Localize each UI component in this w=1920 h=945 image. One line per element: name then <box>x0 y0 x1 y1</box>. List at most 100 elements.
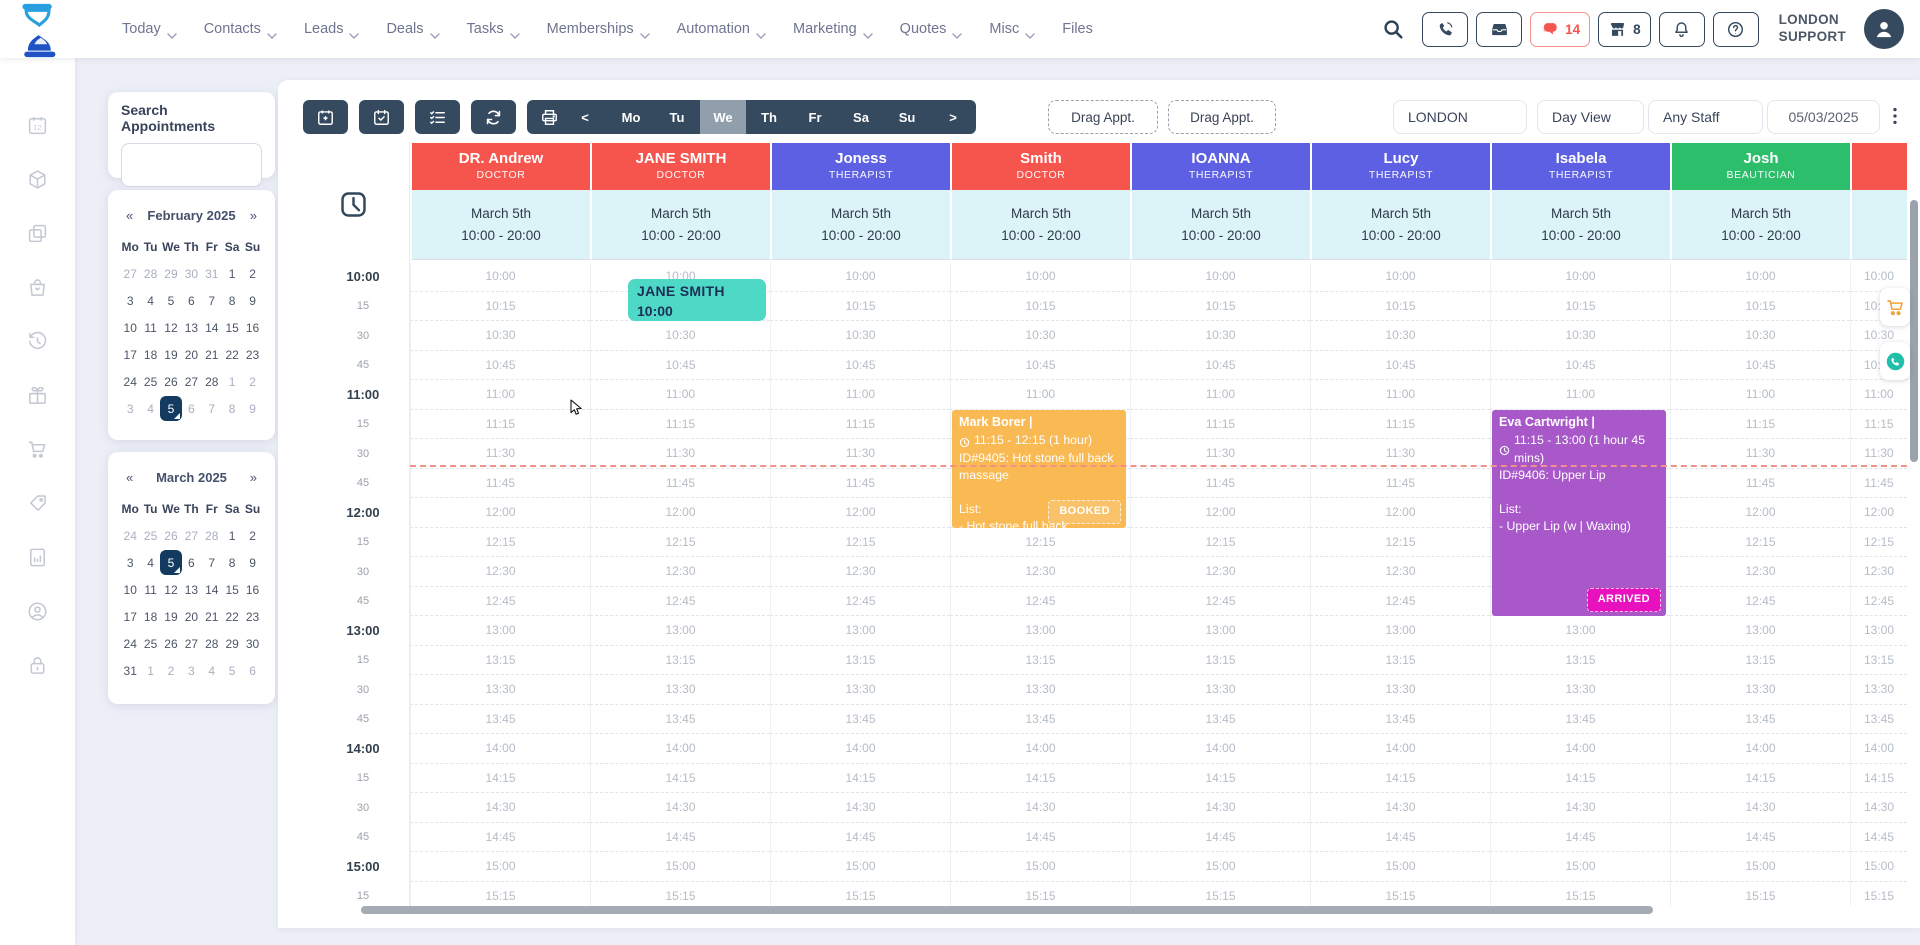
nav-item-marketing[interactable]: Marketing <box>793 21 873 39</box>
calendar-day[interactable]: 10 <box>120 576 140 603</box>
time-slot-cell[interactable]: 14:15 <box>1850 763 1907 793</box>
time-slot-cell[interactable]: 14:30 <box>1490 793 1670 823</box>
date-input[interactable] <box>1767 100 1880 134</box>
time-slot-cell[interactable]: 15:15 <box>590 881 770 906</box>
time-slot-cell[interactable]: 14:45 <box>1670 822 1850 852</box>
floating-phone-button[interactable] <box>1880 342 1910 380</box>
time-slot-cell[interactable]: 11:30 <box>1670 439 1850 469</box>
time-slot-cell[interactable]: 10:15 <box>1490 291 1670 321</box>
calendar-day[interactable]: 30 <box>181 260 201 287</box>
day-tab-we[interactable]: We <box>700 100 746 134</box>
calendar-day[interactable]: 30 <box>242 630 262 657</box>
copies-nav-button[interactable] <box>26 222 49 245</box>
calendar-day[interactable]: 1 <box>222 368 242 395</box>
time-slot-cell[interactable]: 12:45 <box>950 586 1130 616</box>
time-slot-cell[interactable]: 11:15 <box>1670 409 1850 439</box>
time-slot-cell[interactable]: 13:00 <box>590 616 770 646</box>
time-slot-cell[interactable]: 13:00 <box>410 616 590 646</box>
calendar-day[interactable]: 3 <box>181 657 201 684</box>
time-slot-cell[interactable]: 11:00 <box>590 380 770 410</box>
time-slot-cell[interactable]: 11:00 <box>1670 380 1850 410</box>
calendar-day[interactable]: 13 <box>181 576 201 603</box>
time-slot-cell[interactable]: 12:30 <box>1130 557 1310 587</box>
time-slot-cell[interactable]: 11:45 <box>1310 468 1490 498</box>
time-slot-cell[interactable]: 13:00 <box>1490 616 1670 646</box>
time-slot-cell[interactable]: 12:30 <box>1310 557 1490 587</box>
time-slot-cell[interactable]: 14:15 <box>950 763 1130 793</box>
time-slot-cell[interactable]: 15:15 <box>410 881 590 906</box>
time-slot-cell[interactable]: 14:30 <box>950 793 1130 823</box>
time-slot-cell[interactable]: 11:15 <box>590 409 770 439</box>
time-slot-cell[interactable]: 13:15 <box>590 645 770 675</box>
time-slot-cell[interactable]: 13:15 <box>950 645 1130 675</box>
calendar-day[interactable]: 10 <box>120 314 140 341</box>
nav-item-tasks[interactable]: Tasks <box>467 21 520 39</box>
time-slot-cell[interactable]: 11:00 <box>1310 380 1490 410</box>
gift-nav-button[interactable] <box>26 384 49 407</box>
nav-item-leads[interactable]: Leads <box>304 21 360 39</box>
user-circle-nav-button[interactable] <box>26 600 49 623</box>
time-slot-cell[interactable]: 11:45 <box>410 468 590 498</box>
day-tab-sa[interactable]: Sa <box>838 100 884 134</box>
calendar-day[interactable]: 19 <box>161 341 181 368</box>
search-appointments-input[interactable] <box>121 143 262 187</box>
nav-item-memberships[interactable]: Memberships <box>547 21 650 39</box>
time-slot-cell[interactable]: 10:15 <box>770 291 950 321</box>
time-slot-cell[interactable]: 11:30 <box>1130 439 1310 469</box>
calendar-day[interactable]: 27 <box>181 630 201 657</box>
time-slot-cell[interactable]: 11:00 <box>770 380 950 410</box>
time-slot-cell[interactable]: 14:00 <box>950 734 1130 764</box>
time-slot-cell[interactable]: 15:15 <box>950 881 1130 906</box>
time-slot-cell[interactable]: 10:30 <box>1850 321 1907 351</box>
calendar-day[interactable]: 6 <box>181 395 201 422</box>
time-slot-cell[interactable]: 13:30 <box>1670 675 1850 705</box>
calendar-day[interactable]: 21 <box>202 341 222 368</box>
time-slot-cell[interactable]: 11:45 <box>1130 468 1310 498</box>
time-slot-cell[interactable]: 10:15 <box>1670 291 1850 321</box>
time-slot-cell[interactable]: 10:45 <box>590 350 770 380</box>
calendar-day[interactable]: 31 <box>202 260 222 287</box>
calendar-day[interactable]: 28 <box>202 630 222 657</box>
time-slot-cell[interactable]: 13:45 <box>590 704 770 734</box>
calendar-day-selected[interactable]: 5 <box>159 395 183 422</box>
time-slot-cell[interactable]: 14:00 <box>1130 734 1310 764</box>
time-slot-cell[interactable]: 14:30 <box>770 793 950 823</box>
time-slot-cell[interactable]: 11:00 <box>410 380 590 410</box>
calendar-day[interactable]: 29 <box>222 630 242 657</box>
time-slot-cell[interactable]: 10:00 <box>1130 262 1310 292</box>
calendar-day[interactable]: 26 <box>161 368 181 395</box>
time-slot-cell[interactable]: 13:45 <box>410 704 590 734</box>
calendar-day[interactable]: 26 <box>161 630 181 657</box>
calendar-day[interactable]: 27 <box>181 368 201 395</box>
time-slot-cell[interactable]: 14:45 <box>590 822 770 852</box>
time-slot-cell[interactable]: 10:30 <box>590 321 770 351</box>
time-slot-cell[interactable]: 13:00 <box>950 616 1130 646</box>
time-slot-cell[interactable]: 14:45 <box>1130 822 1310 852</box>
calendar-day[interactable]: 28 <box>140 260 160 287</box>
time-slot-cell[interactable]: 13:30 <box>1490 675 1670 705</box>
time-slot-cell[interactable]: 14:15 <box>1670 763 1850 793</box>
calendar-day[interactable]: 29 <box>161 260 181 287</box>
time-slot-cell[interactable]: 14:15 <box>770 763 950 793</box>
time-slot-cell[interactable]: 12:45 <box>590 586 770 616</box>
time-slot-cell[interactable]: 13:30 <box>770 675 950 705</box>
time-slot-cell[interactable]: 10:15 <box>1130 291 1310 321</box>
time-slot-cell[interactable]: 15:00 <box>1490 852 1670 882</box>
time-slot-cell[interactable]: 12:30 <box>770 557 950 587</box>
drag-appointment-button-1[interactable]: Drag Appt. <box>1048 100 1158 134</box>
calendar-day[interactable]: 12 <box>161 576 181 603</box>
time-slot-cell[interactable]: 10:00 <box>770 262 950 292</box>
calendar-day[interactable]: 11 <box>140 576 160 603</box>
more-options-kebab-icon[interactable] <box>1884 105 1906 129</box>
time-slot-cell[interactable]: 13:15 <box>410 645 590 675</box>
time-slot-cell[interactable]: 12:15 <box>1130 527 1310 557</box>
time-slot-cell[interactable]: 10:00 <box>1670 262 1850 292</box>
time-slot-cell[interactable]: 13:00 <box>1850 616 1907 646</box>
calendar-prev-button[interactable]: « <box>126 470 134 485</box>
time-slot-cell[interactable]: 14:30 <box>1850 793 1907 823</box>
floating-cart-button[interactable] <box>1880 288 1910 326</box>
time-slot-cell[interactable]: 11:30 <box>770 439 950 469</box>
calendar-12-nav-button[interactable]: 12 <box>26 114 49 137</box>
time-slot-cell[interactable]: 14:30 <box>1310 793 1490 823</box>
time-slot-cell[interactable]: 15:15 <box>1130 881 1310 906</box>
